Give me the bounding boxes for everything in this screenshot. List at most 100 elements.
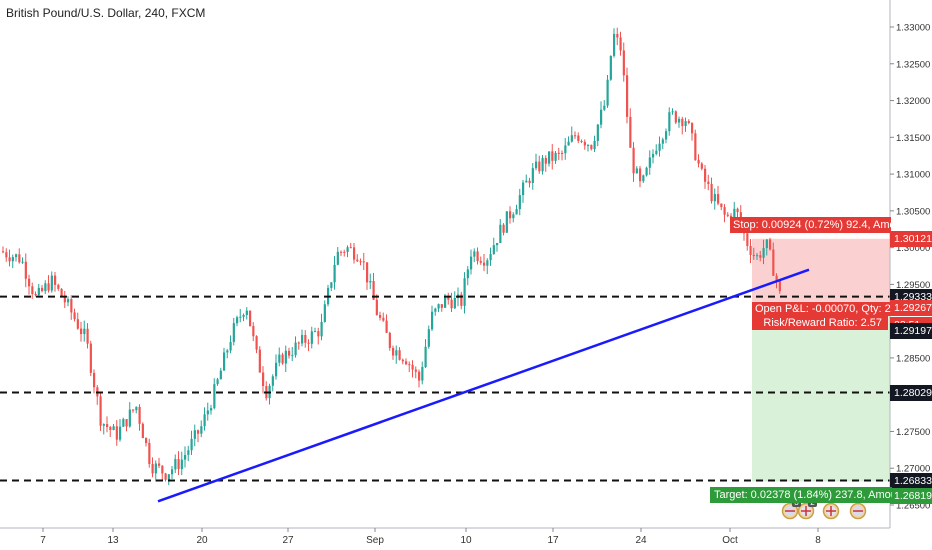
candle-up: [444, 296, 447, 308]
candle-down: [161, 465, 164, 474]
symbol-title: British Pound/U.S. Dollar, 240, FXCM: [6, 6, 206, 20]
candle-down: [590, 145, 593, 150]
candle-up: [548, 151, 551, 164]
time-tick-label: 17: [547, 535, 559, 546]
price-tick-label: 1.27000: [896, 464, 930, 475]
candle-down: [414, 369, 417, 372]
time-tick-label: 20: [196, 535, 208, 546]
candle-down: [304, 335, 307, 343]
candle-down: [483, 262, 486, 266]
candle-up: [112, 426, 115, 430]
candle-down: [151, 464, 154, 474]
candle-up: [652, 153, 655, 158]
candle-up: [190, 438, 193, 451]
candle-up: [37, 287, 40, 295]
candle-up: [294, 342, 297, 356]
time-tick-label: 8: [815, 535, 821, 546]
candle-up: [323, 304, 326, 322]
candle-up: [733, 208, 736, 221]
target-info-box[interactable]: Target: 0.02378 (1.84%) 237.8, Amount: [710, 486, 892, 503]
candle-up: [284, 350, 287, 364]
candle-up: [609, 55, 612, 80]
time-tick-label: 27: [282, 535, 294, 546]
trend-line[interactable]: [157, 268, 810, 503]
candle-up: [603, 105, 606, 110]
candle-down: [366, 262, 369, 283]
candle-up: [424, 346, 427, 368]
candle-down: [447, 296, 450, 300]
time-tick-label: 13: [107, 535, 119, 546]
candle-down: [509, 211, 512, 219]
candle-up: [470, 256, 473, 270]
candle-down: [70, 299, 73, 313]
price-tick-label: 1.32500: [896, 59, 930, 70]
price-tick-label: 1.30500: [896, 206, 930, 217]
candle-up: [174, 459, 177, 470]
candle-down: [411, 364, 414, 370]
candle-down: [379, 315, 382, 318]
candle-down: [252, 326, 255, 337]
candle-down: [115, 426, 118, 440]
candle-down: [262, 372, 265, 387]
candle-up: [600, 109, 603, 125]
candle-down: [528, 180, 531, 184]
candle-down: [158, 463, 161, 466]
candle-up: [187, 450, 190, 455]
entry-price-label: 1.29267: [890, 299, 932, 316]
candle-down: [440, 304, 443, 308]
stop-info-box[interactable]: Stop: 0.00924 (0.72%) 92.4, Amount: [730, 216, 891, 233]
candle-up: [512, 214, 515, 219]
candle-up: [206, 410, 209, 415]
candle-down: [502, 224, 505, 233]
candle-up: [102, 424, 105, 426]
candle-down: [759, 255, 762, 258]
price-axis[interactable]: [890, 0, 932, 550]
candle-down: [297, 342, 300, 344]
candle-down: [749, 245, 752, 256]
price-tick-label: 1.27500: [896, 427, 930, 438]
price-tick-label: 1.28500: [896, 353, 930, 364]
candle-down: [401, 359, 404, 362]
candle-down: [769, 239, 772, 250]
candle-down: [583, 141, 586, 146]
candle-up: [515, 209, 518, 215]
candle-down: [258, 349, 261, 373]
candle-up: [756, 255, 759, 257]
candle-up: [535, 161, 538, 169]
candle-up: [463, 278, 466, 306]
candle-up: [570, 135, 573, 142]
candle-down: [362, 261, 365, 263]
candle-up: [593, 140, 596, 150]
candle-up: [193, 430, 196, 439]
candle-down: [687, 121, 690, 123]
candle-up: [83, 328, 86, 335]
pnl-info-line[interactable]: Open P&L: -0.00070, Qty: 270: [752, 301, 891, 316]
stop-zone[interactable]: [752, 238, 890, 302]
candle-down: [125, 419, 128, 427]
candle-up: [320, 321, 323, 337]
candle-down: [629, 116, 632, 148]
candle-up: [236, 317, 239, 324]
candle-down: [80, 328, 83, 335]
target-zone[interactable]: [752, 301, 890, 482]
candle-up: [245, 310, 248, 315]
candle-down: [691, 122, 694, 134]
candle-up: [421, 367, 424, 381]
candle-up: [661, 139, 664, 144]
risk-reward-line[interactable]: Risk/Reward Ratio: 2.57: [752, 315, 888, 330]
candle-up: [395, 350, 398, 356]
candle-up: [226, 350, 229, 353]
candle-up: [489, 254, 492, 261]
candle-up: [765, 239, 768, 249]
candle-down: [99, 396, 102, 426]
candle-up: [184, 454, 187, 460]
candle-down: [561, 152, 564, 154]
candle-up: [291, 355, 294, 357]
candle-down: [288, 350, 291, 356]
candle-up: [11, 257, 14, 262]
candle-up: [314, 331, 317, 333]
candle-up: [210, 408, 213, 411]
candle-down: [93, 372, 96, 388]
